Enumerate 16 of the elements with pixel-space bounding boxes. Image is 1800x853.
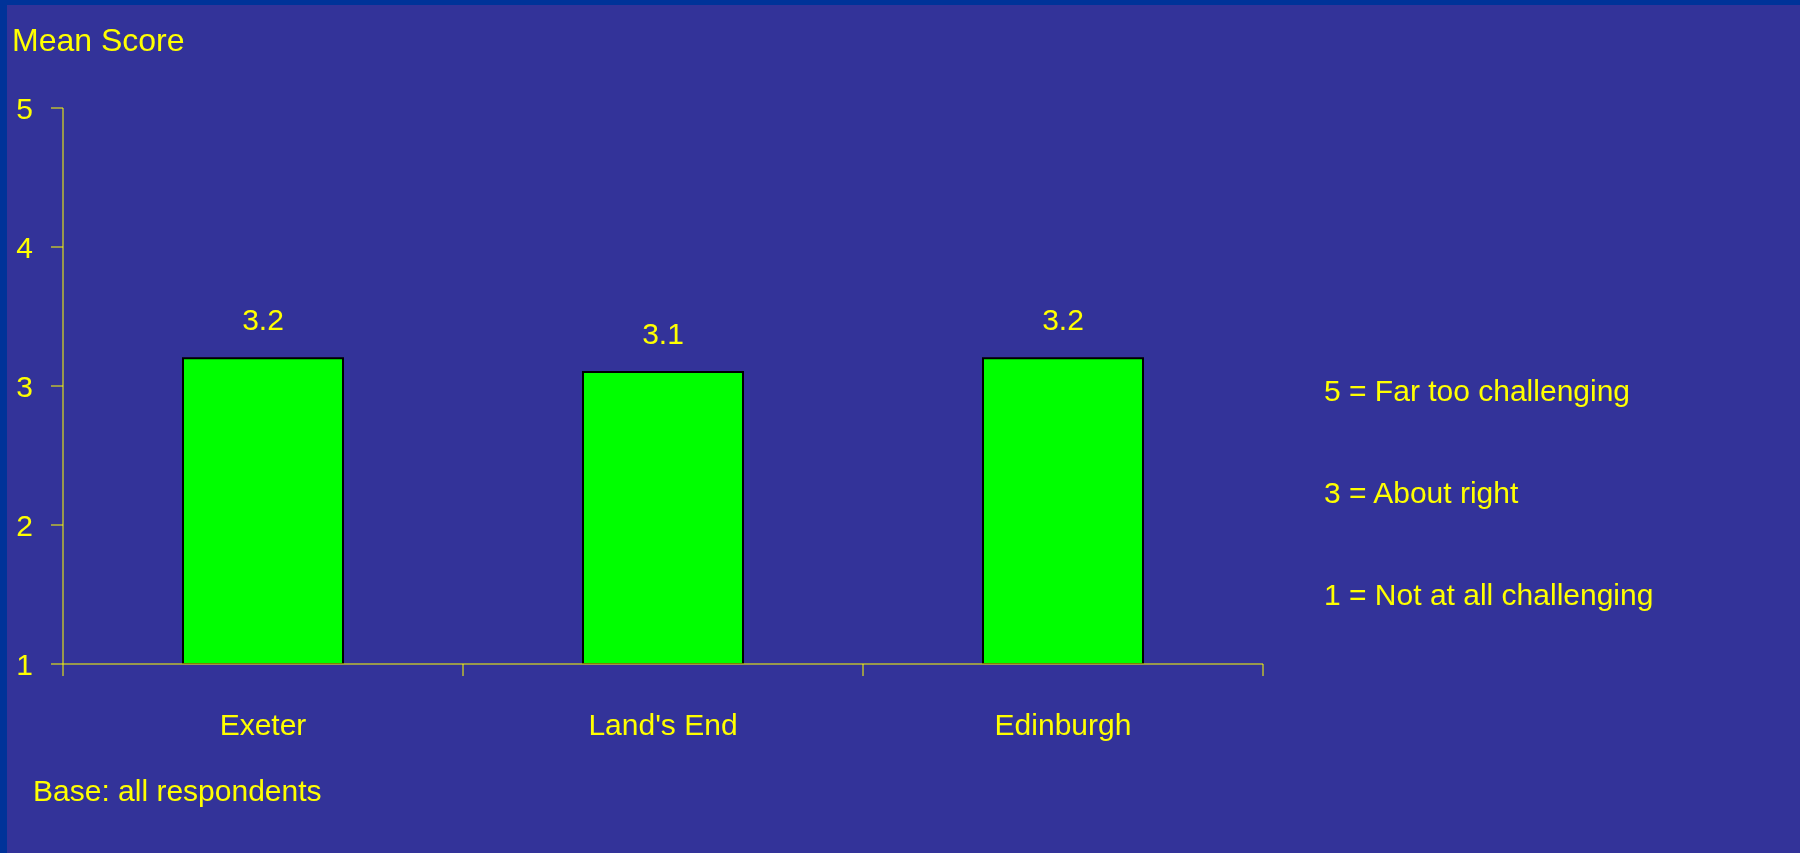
- y-tick-label: 4: [16, 230, 33, 264]
- x-tick-label: Edinburgh: [994, 708, 1132, 741]
- y-tick-label: 5: [16, 91, 33, 125]
- y-tick-label: 3: [16, 369, 33, 403]
- x-tick-label: Land's End: [588, 708, 738, 741]
- text: 1 = Not at all challenging: [1324, 578, 1654, 611]
- data-label: 3.2: [242, 303, 284, 337]
- y-tick-label: 1: [16, 647, 33, 681]
- y-tick-label: 2: [16, 508, 33, 542]
- data-label: 3.2: [1042, 303, 1084, 337]
- text: Base: all respondents: [33, 774, 322, 807]
- data-label: 3.1: [642, 317, 684, 351]
- x-tick-label: Exeter: [219, 708, 307, 741]
- text: 3 = About right: [1324, 476, 1519, 509]
- text: 5 = Far too challenging: [1324, 374, 1631, 407]
- y-axis-title: Mean Score: [12, 22, 185, 58]
